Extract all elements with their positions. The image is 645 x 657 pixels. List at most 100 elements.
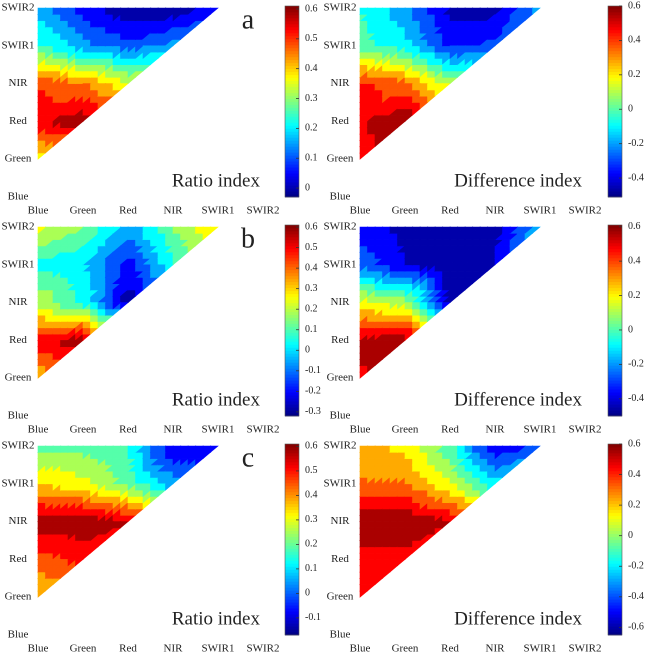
colorbar-segment — [608, 170, 622, 174]
contour-cell — [202, 226, 212, 234]
colorbar-segment — [608, 476, 622, 481]
contour-cell — [472, 226, 481, 234]
colorbar-segment — [285, 8, 299, 13]
colorbar-segment — [608, 20, 622, 25]
contour-cell — [180, 226, 189, 234]
contour-cell — [367, 340, 376, 348]
colorbar-segment — [608, 389, 622, 393]
colorbar-tick-label: -0.1 — [305, 365, 321, 376]
contour-cell — [45, 121, 54, 129]
contour-cell — [202, 451, 212, 460]
colorbar-segment — [608, 92, 622, 96]
contour-cell — [442, 226, 451, 234]
colorbar-segment — [608, 332, 622, 336]
contour-cell — [45, 584, 54, 592]
contour-cell — [37, 121, 47, 129]
contour-cell — [210, 226, 219, 234]
y-tick-label: Green — [5, 591, 32, 603]
contour-cell — [97, 226, 107, 234]
colorbar-segment — [608, 41, 622, 46]
contour-cell — [397, 559, 406, 567]
contour-cell — [524, 7, 534, 15]
contour-cell — [172, 226, 182, 234]
colorbar-segment — [608, 584, 622, 588]
colorbar-segment — [608, 614, 622, 618]
colorbar-segment — [285, 290, 299, 295]
colorbar-segment — [285, 161, 299, 165]
colorbar-segment — [608, 572, 622, 576]
colorbar-segment — [285, 308, 299, 312]
x-tick-label: Red — [441, 643, 459, 655]
colorbar-segment — [285, 575, 299, 579]
contour-cell — [90, 108, 99, 116]
contour-cell — [180, 470, 189, 479]
colorbar-segment — [608, 494, 622, 499]
colorbar-segment — [285, 515, 299, 520]
colorbar-segment — [285, 236, 299, 241]
contour-cell — [412, 226, 421, 234]
colorbar-segment — [608, 23, 622, 28]
x-tick-label: Blue — [350, 643, 371, 655]
colorbar-segment — [608, 371, 622, 375]
contour-cell — [142, 283, 152, 291]
contour-cell — [434, 89, 444, 97]
contour-cell — [90, 7, 99, 15]
contour-cell — [45, 146, 54, 154]
contour-cell — [434, 308, 444, 316]
contour-cell — [142, 7, 152, 15]
contour-cell — [404, 333, 414, 342]
contour-cell — [105, 302, 114, 310]
colorbar-segment — [285, 353, 299, 357]
colorbar-segment — [285, 527, 299, 531]
contour-cell — [165, 483, 174, 491]
colorbar-segment — [608, 140, 622, 144]
x-tick-label: Blue — [28, 205, 49, 217]
colorbar-segment — [608, 590, 622, 594]
colorbar-tick-label: -0.2 — [628, 359, 644, 370]
contour-cell — [382, 133, 391, 141]
contour-cell — [479, 489, 489, 498]
colorbar-frame — [607, 224, 623, 417]
colorbar-segment — [285, 629, 299, 633]
colorbar-segment — [608, 245, 622, 250]
contour-cell — [127, 264, 137, 272]
contour-cell — [494, 258, 504, 266]
colorbar-segment — [608, 356, 622, 360]
colorbar-segment — [285, 608, 299, 612]
colorbar-segment — [608, 158, 622, 162]
colorbar-segment — [608, 233, 622, 238]
colorbar-segment — [285, 563, 299, 567]
colorbar-segment — [608, 368, 622, 372]
contour-cell — [532, 7, 541, 15]
contour-cell — [494, 7, 504, 15]
contour-cell — [374, 340, 384, 348]
colorbar-segment — [285, 89, 299, 93]
contour-cell — [180, 32, 189, 41]
colorbar-segment — [285, 479, 299, 484]
colorbar-segment — [608, 506, 622, 511]
contour-cell — [457, 289, 466, 297]
contour-cell — [142, 64, 152, 72]
contour-cell — [112, 83, 122, 91]
contour-cell — [479, 226, 489, 234]
colorbar-segment — [608, 314, 622, 318]
contour-cell — [37, 7, 47, 15]
colorbar-segment — [285, 23, 299, 28]
colorbar-segment — [608, 515, 622, 520]
contour-cell — [427, 83, 436, 91]
colorbar-segment — [285, 44, 299, 49]
colorbar-tick-label: 0.6 — [305, 441, 318, 452]
y-tick-label: SWIR1 — [324, 258, 357, 270]
contour-cell — [90, 302, 99, 310]
contour-cell — [67, 346, 77, 354]
colorbar-segment — [608, 311, 622, 315]
colorbar-segment — [285, 65, 299, 70]
contour-cell — [404, 302, 414, 310]
x-tick-label: SWIR1 — [202, 643, 235, 655]
contour-cell — [397, 121, 406, 129]
colorbar-segment — [285, 614, 299, 618]
contour-cell — [359, 7, 369, 15]
contour-cell — [419, 302, 429, 310]
colorbar-segment — [608, 35, 622, 40]
colorbar-segment — [608, 569, 622, 573]
